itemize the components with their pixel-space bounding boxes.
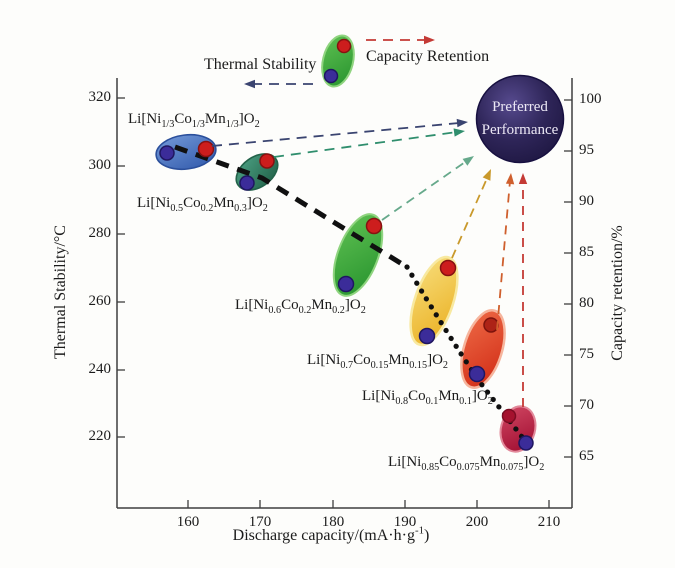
arrow-ni06-icon — [381, 156, 474, 221]
arrow-ni08-icon — [496, 173, 515, 331]
label-ni13: Li[Ni1/3Co1/3Mn1/3]O2 — [128, 111, 260, 130]
ellipse-ni08 — [460, 309, 506, 389]
thermal-dot-ni07 — [418, 327, 436, 345]
arrow-ni07-icon — [451, 169, 491, 259]
arrow-ni085-icon — [518, 173, 528, 407]
y-right-tick-95: 95 — [579, 142, 594, 158]
ellipse-ni06 — [332, 213, 384, 297]
arrow-ni13-icon — [211, 118, 468, 147]
x-axis-title: Discharge capacity/(mA·h·g-1) — [232, 524, 430, 544]
x-tick-170: 170 — [248, 514, 272, 530]
retention-dot-ni06 — [365, 217, 383, 235]
axes-frame — [116, 78, 573, 509]
y-axis-left-title: Thermal Stability/°C — [52, 225, 69, 359]
thermal-dot-ni13 — [159, 145, 175, 161]
y-axis-right-title: Capacity retention/% — [609, 225, 626, 361]
capacity-retention-arrow-icon — [366, 35, 435, 45]
x-tick-190: 190 — [393, 514, 417, 530]
y-right-tick-65: 65 — [579, 448, 594, 464]
y-left-tick-280: 280 — [88, 225, 112, 241]
retention-dot-ni13 — [197, 140, 215, 158]
legend-marker-ellipse — [321, 34, 355, 88]
y-right-tick-75: 75 — [579, 346, 594, 362]
label-ni08: Li[Ni0.8Co0.1Mn0.1]O2 — [362, 388, 493, 407]
y-left-tick-260: 260 — [88, 293, 112, 309]
label-ni05: Li[Ni0.5Co0.2Mn0.3]O2 — [137, 195, 268, 214]
y-left-tick-220: 220 — [88, 428, 112, 444]
trend-line-dashed — [174, 144, 409, 270]
data-ellipses — [155, 133, 537, 453]
preferred-performance-label: Preferred Performance — [464, 96, 576, 142]
x-tick-160: 160 — [176, 514, 200, 530]
arrow-ni05-icon — [273, 128, 465, 158]
axis-ticks — [117, 97, 572, 508]
arrows-to-preferred — [211, 118, 528, 407]
legend-graphics — [244, 34, 435, 89]
thermal-dot-ni08 — [468, 365, 486, 383]
legend-blue-dot-icon — [323, 68, 339, 84]
y-right-tick-100: 100 — [579, 91, 602, 107]
x-tick-210: 210 — [537, 514, 561, 530]
preferred-line-1: Preferred — [492, 99, 548, 115]
legend-red-dot-icon — [336, 38, 352, 54]
legend-thermal-stability-label: Thermal Stability — [204, 56, 317, 73]
retention-dot-ni05 — [259, 153, 275, 169]
y-right-tick-70: 70 — [579, 397, 594, 413]
data-dots — [159, 140, 534, 451]
label-ni07: Li[Ni0.7Co0.15Mn0.15]O2 — [307, 352, 448, 371]
preferred-line-2: Performance — [481, 122, 559, 138]
y-left-tick-300: 300 — [88, 157, 112, 173]
retention-dot-ni07 — [439, 259, 457, 277]
y-right-tick-90: 90 — [579, 193, 594, 209]
x-tick-180: 180 — [321, 514, 345, 530]
y-left-tick-240: 240 — [88, 361, 112, 377]
label-ni085: Li[Ni0.85Co0.075Mn0.075]O2 — [388, 454, 545, 473]
retention-dot-ni085 — [501, 408, 517, 424]
retention-dot-ni08 — [483, 317, 499, 333]
y-right-tick-80: 80 — [579, 295, 594, 311]
thermal-dot-ni085 — [518, 435, 534, 451]
y-left-tick-320: 320 — [88, 89, 112, 105]
legend-capacity-retention-label: Capacity Retention — [366, 48, 490, 65]
preferred-performance-circle — [475, 74, 565, 164]
thermal-dot-ni05 — [239, 175, 255, 191]
thermal-dot-ni06 — [337, 275, 355, 293]
label-ni06: Li[Ni0.6Co0.2Mn0.2]O2 — [235, 297, 366, 316]
x-tick-200: 200 — [465, 514, 489, 530]
y-right-tick-85: 85 — [579, 244, 594, 260]
thermal-stability-arrow-icon — [244, 79, 313, 89]
ellipse-ni07 — [409, 255, 459, 347]
